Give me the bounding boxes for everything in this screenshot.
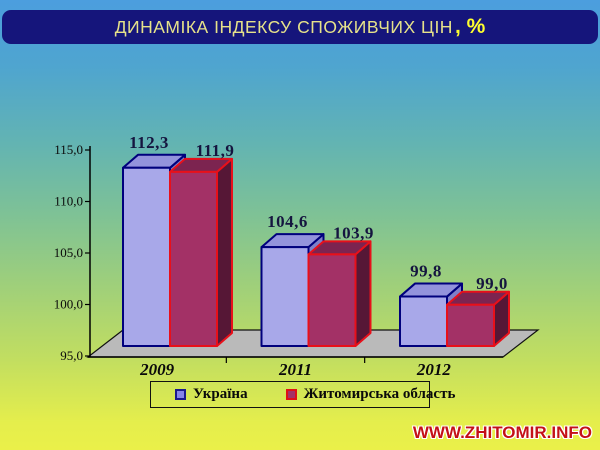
bar-value-label-ukraine-2011: 104,6 (267, 212, 308, 231)
page-title: ДИНАМІКА ІНДЕКСУ СПОЖИВЧИХ ЦІН (114, 16, 453, 37)
y-axis-label: 115,0 (54, 142, 83, 157)
bar-ukraine-2009-front (122, 166, 171, 347)
bar-value-label-ukraine-2009: 112,3 (129, 133, 169, 152)
y-axis-label: 105,0 (54, 245, 83, 260)
bar-zhytomyr-2009-side (216, 157, 233, 347)
legend-label-zhytomyr: Житомирська область (303, 386, 456, 402)
title-banner: ДИНАМІКА ІНДЕКСУ СПОЖИВЧИХ ЦІН , % (2, 10, 598, 44)
x-axis-category-2009: 2009 (139, 360, 175, 379)
bar-ukraine-2011-front (260, 246, 310, 347)
legend-swatch-zhytomyr-icon (285, 389, 297, 400)
y-axis-label: 100,0 (54, 297, 83, 312)
bar-value-label-zhytomyr-2009: 111,9 (196, 141, 235, 160)
bar-zhytomyr-2009 (169, 157, 233, 347)
legend-item-ukraine: Україна (175, 386, 248, 403)
bar-value-label-zhytomyr-2012: 99,0 (476, 274, 508, 293)
y-axis-label: 95,0 (60, 348, 83, 363)
site-watermark: WWW.ZHITOMIR.INFO (412, 423, 592, 442)
bar-zhytomyr-2012-front (446, 303, 495, 347)
bar-zhytomyr-2009-front (169, 170, 218, 347)
page-title-suffix: , % (454, 15, 486, 38)
legend-swatch-ukraine-icon (175, 389, 186, 400)
bar-zhytomyr-2012 (446, 290, 510, 347)
y-axis-label: 110,0 (54, 194, 83, 209)
bar-value-label-ukraine-2012: 99,8 (410, 262, 442, 281)
bar-value-label-zhytomyr-2011: 103,9 (333, 223, 374, 242)
bar-zhytomyr-2011-side (354, 240, 372, 347)
bar-zhytomyr-2011 (307, 240, 372, 347)
x-axis-category-2011: 2011 (278, 360, 312, 379)
bar-ukraine-2012-front (399, 295, 448, 347)
legend-box: Україна Житомирська область (150, 381, 455, 408)
bar-ukraine-2012 (399, 282, 463, 347)
bar-zhytomyr-2011-front (307, 253, 357, 347)
legend-item-zhytomyr: Житомирська область (285, 386, 456, 403)
legend-label-ukraine: Україна (193, 386, 248, 402)
x-axis-category-2012: 2012 (416, 360, 452, 379)
